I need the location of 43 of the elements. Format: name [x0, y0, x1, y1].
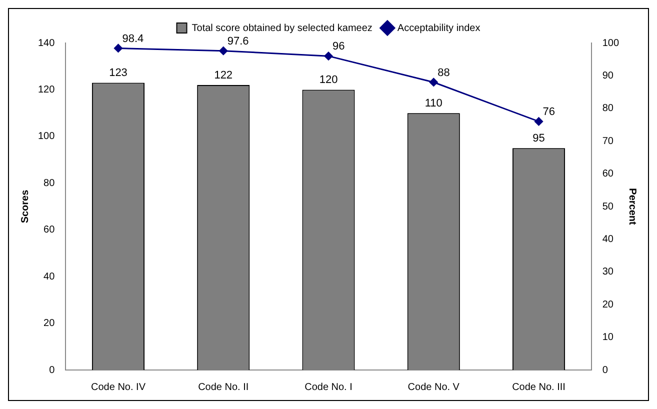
data-label: 122 [214, 70, 233, 82]
point [114, 44, 122, 52]
data-label: 97.6 [227, 35, 249, 48]
data-label: 95 [532, 132, 545, 145]
y2-tick-label: 100 [602, 38, 620, 49]
data-label: 123 [109, 67, 128, 80]
y-tick-label: 0 [49, 364, 56, 376]
y2-tick-label: 10 [602, 332, 614, 344]
point [324, 52, 333, 60]
y2-tick-label: 70 [602, 136, 614, 147]
legend-label: Acceptability index [397, 22, 480, 34]
y-tick-label: 40 [44, 271, 56, 282]
y-tick-label: 120 [38, 84, 56, 96]
data-label: 110 [424, 98, 442, 110]
y2-tick-label: 90 [602, 70, 614, 82]
y2-tick-label: 20 [602, 299, 614, 310]
y2-tick-label: 30 [602, 266, 614, 278]
data-label: 98.4 [122, 32, 144, 45]
x-tick-label: Code No. IV [91, 382, 146, 393]
point [534, 117, 544, 126]
y-tick-label: 140 [38, 38, 56, 49]
y2-tick-label: 0 [602, 364, 608, 376]
y2-tick-label: 60 [602, 168, 614, 180]
x-tick-label: Code No. II [198, 382, 249, 393]
data-label: 88 [438, 66, 450, 79]
x-tick-label: Code No. I [304, 382, 352, 393]
y-axis-title: Scores [20, 189, 31, 224]
data-label: 76 [542, 106, 555, 118]
legend-label: Total score obtained by selected kameez [192, 22, 372, 34]
x-tick-label: Code No. V [408, 382, 460, 393]
y2-axis-title: Percent [626, 188, 638, 226]
y-tick-label: 20 [44, 318, 56, 330]
point [429, 78, 438, 86]
y2-tick-label: 50 [602, 201, 614, 212]
data-label: 120 [319, 74, 338, 86]
y-tick-label: 80 [44, 178, 56, 189]
y-tick-label: 60 [44, 224, 56, 236]
point [219, 46, 228, 56]
y-tick-label: 100 [38, 131, 56, 142]
data-label: 96 [332, 40, 345, 53]
x-tick-label: Code No. III [512, 382, 566, 393]
y2-tick-label: 80 [602, 103, 614, 114]
y2-tick-label: 40 [602, 234, 614, 245]
